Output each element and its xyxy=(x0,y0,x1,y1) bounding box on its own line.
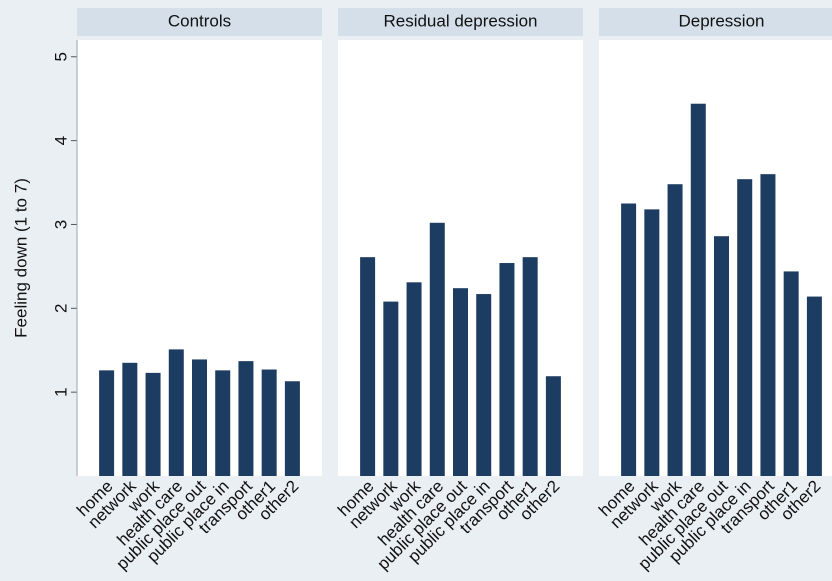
bar xyxy=(476,294,492,476)
y-tick-label: 1 xyxy=(51,387,70,396)
bar xyxy=(406,282,422,476)
panel-header xyxy=(338,8,583,36)
bar xyxy=(261,369,277,476)
bar xyxy=(545,376,561,476)
bar xyxy=(192,359,207,476)
bar xyxy=(667,184,683,476)
bar xyxy=(360,257,376,476)
bar xyxy=(122,362,138,476)
panel-title: Depression xyxy=(679,11,765,30)
y-tick-label: 3 xyxy=(51,220,70,229)
bar xyxy=(737,179,753,476)
bar xyxy=(644,209,660,476)
panel-header xyxy=(77,8,322,36)
bar xyxy=(714,236,729,476)
y-axis-label: Feeling down (1 to 7) xyxy=(11,178,30,338)
bar xyxy=(168,349,184,476)
bar xyxy=(238,361,254,476)
y-tick-label: 4 xyxy=(51,136,70,145)
panel-title: Residual depression xyxy=(383,11,537,30)
bar xyxy=(499,263,515,476)
panel-title: Controls xyxy=(168,11,231,30)
bar xyxy=(215,370,231,476)
bar xyxy=(690,103,706,476)
bar xyxy=(284,381,300,476)
bar xyxy=(429,222,445,476)
bar xyxy=(783,271,799,476)
y-tick-label: 5 xyxy=(51,52,70,61)
bar xyxy=(806,296,822,476)
bar xyxy=(621,203,637,476)
bar xyxy=(99,370,115,476)
panel-header xyxy=(599,8,832,36)
bar xyxy=(522,257,538,476)
bar xyxy=(145,372,161,476)
y-tick-label: 2 xyxy=(51,304,70,313)
bar xyxy=(760,174,776,476)
bar xyxy=(453,288,468,476)
bar xyxy=(383,301,399,476)
